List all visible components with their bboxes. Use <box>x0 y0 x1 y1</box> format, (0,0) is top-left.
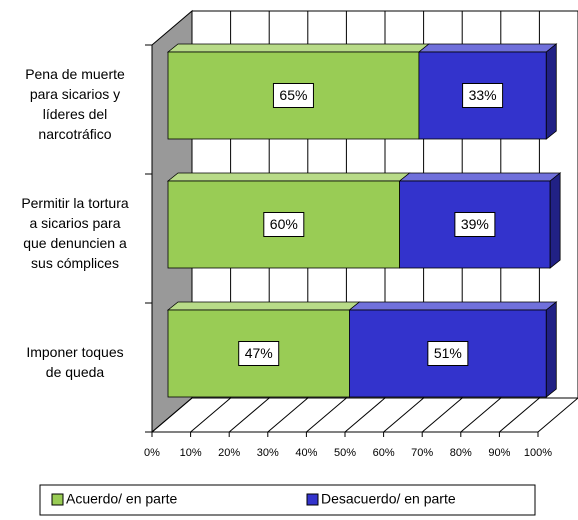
label-line: Pena de muerte <box>25 66 125 82</box>
label-line: líderes del <box>43 106 108 122</box>
label-line: que denuncien a <box>23 235 127 251</box>
bar-end <box>549 172 561 269</box>
legend-swatch <box>306 493 319 506</box>
value-label: 39% <box>461 216 489 232</box>
y-tick-label: Permitir la tortura a sicarios para que de… <box>21 195 129 271</box>
y-tick-label: Pena de muerte para sicarios y líderes del… <box>25 66 125 142</box>
x-tick-label: 30% <box>257 447 279 459</box>
x-tick-label: 40% <box>295 447 317 459</box>
x-tick-label: 10% <box>180 447 202 459</box>
value-label-box <box>454 212 496 237</box>
x-tick-label: 90% <box>488 447 510 459</box>
bar-top <box>166 301 361 311</box>
label-line: Imponer toques <box>26 344 123 360</box>
label-line: Permitir la tortura <box>21 195 129 211</box>
x-tick-label: 80% <box>450 447 472 459</box>
legend-label: Acuerdo/ en parte <box>66 491 178 507</box>
floor-grid-line <box>421 397 463 433</box>
label-line: a sicarios para <box>29 215 120 231</box>
x-tick-label: 0% <box>144 447 160 459</box>
bar-top <box>166 172 411 182</box>
value-label: 60% <box>270 216 298 232</box>
floor-grid-line <box>460 397 502 433</box>
bar-top <box>348 301 558 311</box>
label-line: sus cómplices <box>31 255 119 271</box>
value-label-box <box>462 83 504 108</box>
value-label: 51% <box>434 345 462 361</box>
value-label-box <box>263 212 305 237</box>
floor-grid-line <box>306 397 347 433</box>
floor-grid-line <box>344 397 386 433</box>
legend-box <box>39 484 536 516</box>
bar-top <box>166 43 431 53</box>
label-line: narcotráfico <box>38 126 111 142</box>
value-label: 33% <box>469 87 497 103</box>
legend-label: Desacuerdo/ en parte <box>321 491 456 507</box>
value-label: 65% <box>279 87 307 103</box>
floor-grid-line <box>228 397 270 433</box>
x-tick-label: 20% <box>218 447 240 459</box>
bar-top <box>398 172 562 182</box>
floor-grid-line <box>383 397 424 433</box>
floor-grid-line <box>537 397 578 433</box>
x-tick-label: 100% <box>524 447 552 459</box>
label-line: de queda <box>46 364 105 380</box>
bar-end <box>545 301 557 398</box>
value-label-box <box>238 341 280 366</box>
bar-end <box>545 43 557 140</box>
x-tick-label: 70% <box>411 447 433 459</box>
legend-swatch <box>51 493 64 506</box>
floor-grid-line <box>151 397 193 433</box>
y-tick-label: Imponer toques de queda <box>26 344 123 380</box>
floor-grid-line <box>267 397 309 433</box>
value-label: 47% <box>245 345 273 361</box>
label-line: para sicarios y <box>30 86 120 102</box>
x-tick-label: 60% <box>373 447 395 459</box>
value-label-box <box>272 83 314 108</box>
bar-top <box>417 43 558 53</box>
floor-grid-line <box>190 397 231 433</box>
x-tick-label: 50% <box>334 447 356 459</box>
floor-grid-line <box>499 397 540 433</box>
value-label-box <box>427 341 469 366</box>
